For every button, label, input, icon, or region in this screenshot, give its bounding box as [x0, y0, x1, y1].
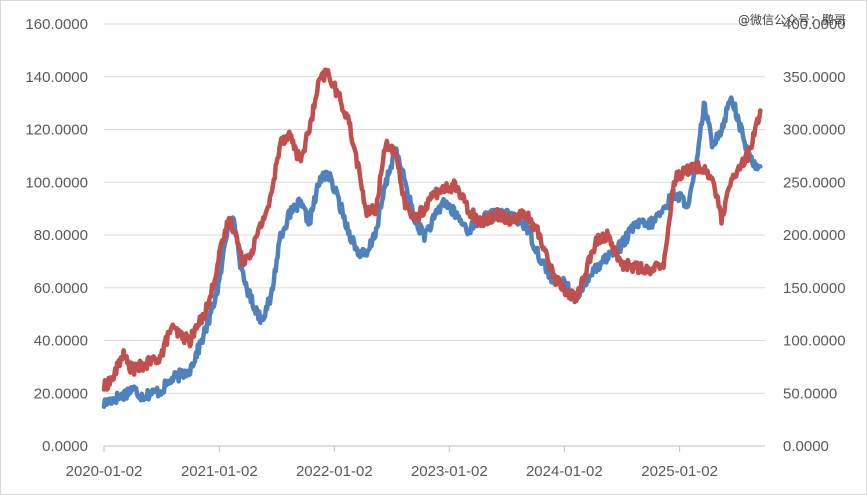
x-tick-label: 2024-01-02: [526, 463, 603, 480]
y-left-tick-label: 160.0000: [25, 16, 88, 33]
y-right-tick-label: 0.0000: [783, 438, 829, 455]
y-right-tick-label: 50.0000: [783, 385, 837, 402]
x-tick-label: 2020-01-02: [66, 463, 143, 480]
y-left-tick-label: 140.0000: [25, 69, 88, 86]
y-right-tick-label: 150.0000: [783, 280, 846, 297]
y-left-tick-label: 80.0000: [34, 227, 88, 244]
tick-labels: 0.0000 20.0000 40.0000 60.0000 80.0000 100.00…: [25, 16, 845, 480]
series-lines: [101, 67, 763, 410]
y-right-tick-label: 400.0000: [783, 16, 846, 33]
series-line-left-axis: [101, 95, 763, 410]
y-left-tick-label: 100.0000: [25, 174, 88, 191]
y-left-tick-label: 0.0000: [42, 438, 88, 455]
x-tick-label: 2021-01-02: [181, 463, 258, 480]
y-right-tick-label: 350.0000: [783, 69, 846, 86]
y-right-tick-label: 200.0000: [783, 227, 846, 244]
y-right-tick-label: 300.0000: [783, 122, 846, 139]
x-tick-label: 2022-01-02: [296, 463, 373, 480]
y-right-tick-label: 250.0000: [783, 174, 846, 191]
y-right-tick-label: 100.0000: [783, 333, 846, 350]
x-tick-label: 2023-01-02: [411, 463, 488, 480]
series-line-right-axis: [101, 67, 763, 392]
axes: [103, 445, 765, 452]
watermark-text: @微信公众号：鹏哥: [738, 13, 846, 27]
x-tick-label: 2025-01-02: [641, 463, 718, 480]
y-left-tick-label: 120.0000: [25, 122, 88, 139]
y-left-tick-label: 60.0000: [34, 280, 88, 297]
y-left-tick-label: 20.0000: [34, 385, 88, 402]
y-left-tick-label: 40.0000: [34, 333, 88, 350]
